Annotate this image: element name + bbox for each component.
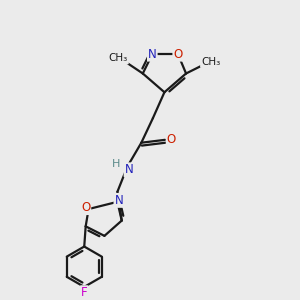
Text: CH₃: CH₃ bbox=[109, 53, 128, 64]
Text: O: O bbox=[81, 201, 90, 214]
Text: O: O bbox=[167, 133, 176, 146]
Text: F: F bbox=[81, 286, 88, 299]
Text: N: N bbox=[148, 48, 157, 61]
Text: O: O bbox=[173, 48, 183, 61]
Text: N: N bbox=[115, 194, 123, 207]
Text: H: H bbox=[112, 159, 121, 169]
Text: N: N bbox=[124, 163, 133, 176]
Text: CH₃: CH₃ bbox=[201, 57, 220, 67]
